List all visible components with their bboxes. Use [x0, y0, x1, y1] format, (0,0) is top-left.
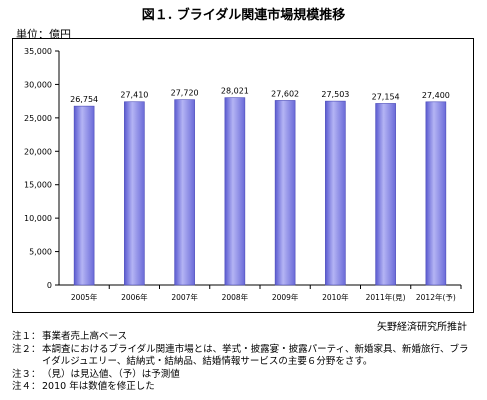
x-tick-label: 2010年	[322, 292, 349, 302]
data-label: 27,602	[271, 89, 299, 98]
y-tick-label: 25,000	[24, 114, 52, 123]
note-item: 注１： 事業者売上高ベース	[12, 331, 477, 344]
y-tick-label: 0	[47, 281, 52, 290]
note-text: （見）は見込値、（予）は予測値	[42, 368, 180, 380]
y-tick-label: 20,000	[24, 147, 52, 156]
y-tick-label: 5,000	[29, 248, 52, 257]
chart-title: 図１. ブライダル関連市場規模推移	[141, 8, 346, 23]
chart-frame: 0 5,000 10,000 15,000 20,000 25,000 30,000 35,0…	[12, 38, 474, 313]
note-item: 注２： 本調査におけるブライダル関連市場とは、挙式・披露宴・披露パーティ、新婚家…	[12, 344, 477, 369]
bar	[73, 105, 95, 286]
bar	[224, 97, 246, 286]
data-label: 27,400	[422, 91, 450, 100]
unit-label: 単位：億円	[16, 28, 71, 41]
data-label: 27,410	[120, 91, 148, 100]
note-label: 注４：	[12, 381, 41, 392]
y-tick-label: 15,000	[24, 181, 52, 190]
x-tick-label: 2006年	[121, 292, 148, 302]
note-label: 注１：	[12, 331, 41, 342]
bar	[274, 100, 296, 286]
bar	[174, 99, 195, 286]
data-label: 26,754	[70, 95, 98, 104]
y-tick-label: 35,000	[24, 47, 52, 56]
x-tick-label: 2007年	[171, 292, 198, 302]
x-tick-label: 2008年	[222, 292, 249, 302]
bar	[124, 101, 145, 286]
y-tick-label: 10,000	[24, 214, 52, 223]
x-tick-label: 2005年	[71, 292, 98, 302]
x-tick-label: 2011年(見)	[366, 292, 406, 302]
note-item: 注４： 2010 年は数値を修正した	[12, 381, 477, 394]
data-label: 27,720	[171, 89, 199, 98]
y-tick-label: 30,000	[24, 80, 52, 89]
note-label: 注２：	[12, 343, 41, 355]
note-item: 注３： （見）は見込値、（予）は予測値	[12, 369, 477, 382]
source-credit: 矢野経済研究所推計	[377, 322, 467, 333]
x-tick-label: 2009年	[272, 292, 299, 302]
bar-chart: 0 5,000 10,000 15,000 20,000 25,000 30,000 35,0…	[24, 47, 462, 302]
bar	[375, 103, 396, 286]
notes-list: 注１： 事業者売上高ベース 注２： 本調査におけるブライダル関連市場とは、挙式・…	[12, 331, 477, 394]
bar	[325, 100, 346, 286]
data-label: 27,154	[372, 92, 400, 101]
data-label: 27,503	[321, 90, 349, 99]
note-label: 注３：	[12, 368, 41, 380]
x-tick-label: 2012年(予)	[416, 292, 456, 302]
note-text: 事業者売上高ベース	[42, 331, 128, 342]
data-label: 28,021	[221, 87, 249, 96]
note-text: 2010 年は数値を修正した	[42, 381, 155, 392]
note-text: 本調査におけるブライダル関連市場とは、挙式・披露宴・披露パーティ、新婚家具、新婚…	[42, 343, 469, 368]
bar	[425, 101, 447, 286]
